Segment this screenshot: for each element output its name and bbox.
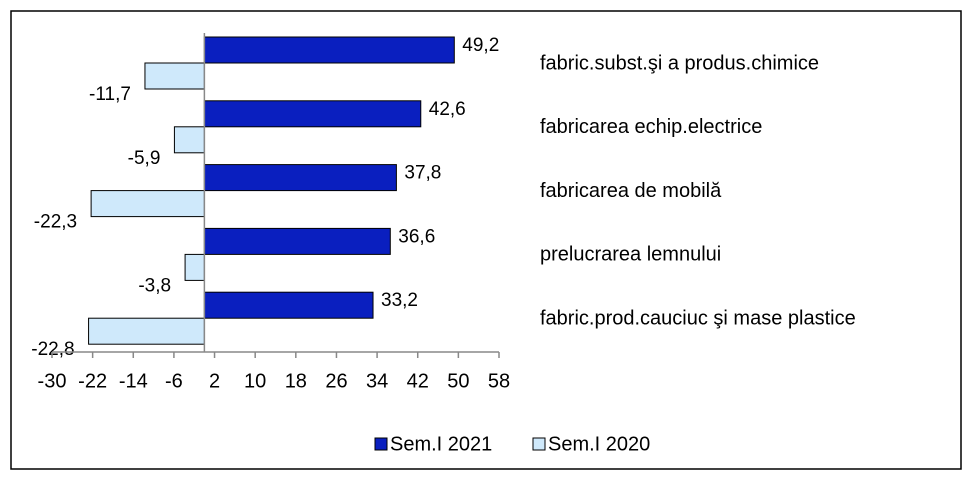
bar <box>88 317 205 345</box>
x-tick-label: -30 <box>38 370 67 392</box>
x-tick-label: 58 <box>488 370 510 392</box>
bar <box>203 291 374 319</box>
value-label: 33,2 <box>381 290 418 311</box>
bar <box>90 190 205 218</box>
bar <box>203 100 422 128</box>
x-tick-label: 2 <box>209 370 220 392</box>
x-tick-label: 18 <box>285 370 307 392</box>
category-label: fabricarea echip.electrice <box>540 116 762 138</box>
x-tick-label: 26 <box>325 370 347 392</box>
x-tick-label: 34 <box>366 370 388 392</box>
legend-swatch <box>374 437 388 451</box>
value-label: 49,2 <box>462 35 499 56</box>
value-label: 36,6 <box>398 226 435 247</box>
bar <box>203 227 391 255</box>
legend-swatch <box>532 437 546 451</box>
legend-label: Sem.I 2021 <box>390 433 492 455</box>
value-label: -5,9 <box>128 148 161 169</box>
x-tick-label: -6 <box>165 370 183 392</box>
category-label: fabricarea de mobilă <box>540 180 722 202</box>
value-label: -22,8 <box>31 339 74 360</box>
category-label: fabric.subst.şi a produs.chimice <box>540 52 819 74</box>
bar <box>203 36 455 64</box>
x-tick-label: -14 <box>119 370 148 392</box>
x-tick-label: 10 <box>244 370 266 392</box>
value-label: 37,8 <box>404 163 441 184</box>
bar <box>184 253 205 281</box>
category-label: prelucrarea lemnului <box>540 244 721 266</box>
bar <box>144 62 205 90</box>
legend-label: Sem.I 2020 <box>548 433 650 455</box>
category-label: fabric.prod.cauciuc şi mase plastice <box>540 307 856 329</box>
value-label: -11,7 <box>89 84 131 105</box>
x-tick-label: 42 <box>407 370 429 392</box>
x-tick-label: -22 <box>78 370 107 392</box>
value-label: -22,3 <box>34 212 77 233</box>
bar <box>203 164 397 192</box>
value-label: 42,6 <box>429 99 466 120</box>
bar <box>173 126 205 154</box>
x-tick-label: 50 <box>447 370 469 392</box>
value-label: -3,8 <box>138 275 171 296</box>
